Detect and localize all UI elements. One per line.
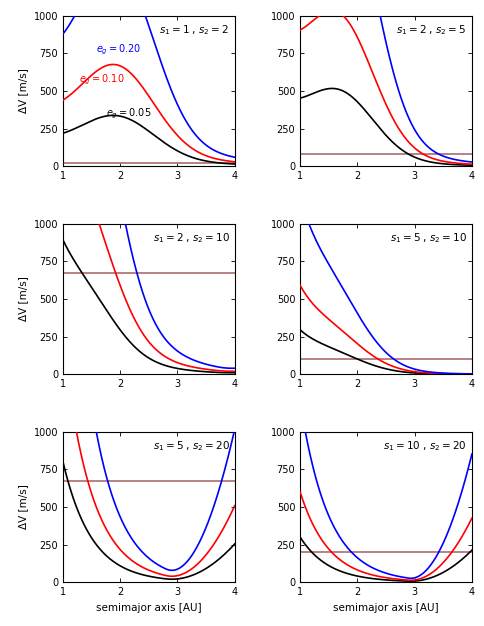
X-axis label: semimajor axis [AU]: semimajor axis [AU] [333,603,439,613]
Text: $s_1=10$ , $s_2=20$: $s_1=10$ , $s_2=20$ [383,439,467,453]
Y-axis label: ΔV [m/s]: ΔV [m/s] [18,69,28,113]
X-axis label: semimajor axis [AU]: semimajor axis [AU] [96,603,202,613]
Y-axis label: ΔV [m/s]: ΔV [m/s] [18,277,28,321]
Text: $e_g=0.20$: $e_g=0.20$ [95,43,141,58]
Text: $e_g=0.10$: $e_g=0.10$ [79,73,124,88]
Text: $s_1=2$ , $s_2=10$: $s_1=2$ , $s_2=10$ [152,231,229,245]
Text: $s_1=5$ , $s_2=10$: $s_1=5$ , $s_2=10$ [390,231,467,245]
Text: $s_1=5$ , $s_2=20$: $s_1=5$ , $s_2=20$ [152,439,229,453]
Text: $s_1=2$ , $s_2=5$: $s_1=2$ , $s_2=5$ [396,23,467,37]
Y-axis label: ΔV [m/s]: ΔV [m/s] [18,485,28,529]
Text: $s_1=1$ , $s_2=2$: $s_1=1$ , $s_2=2$ [159,23,229,37]
Text: $e_g=0.05$: $e_g=0.05$ [106,107,151,121]
